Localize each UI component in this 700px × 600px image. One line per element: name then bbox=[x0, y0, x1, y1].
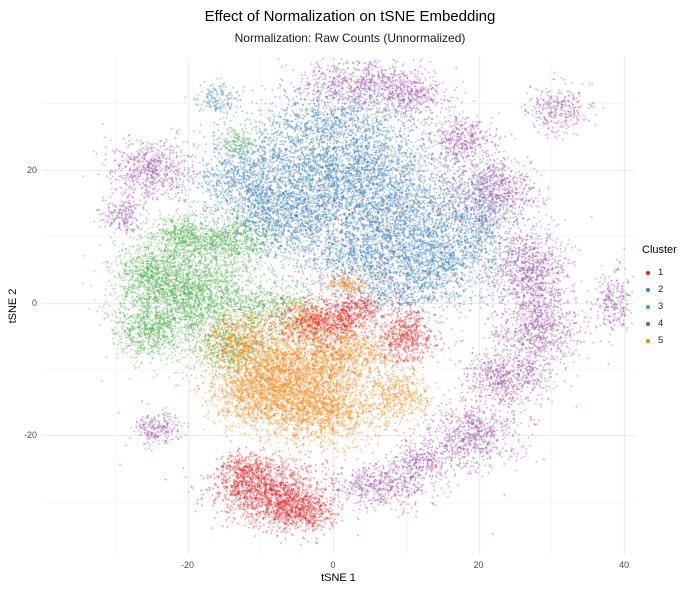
legend-label: 2 bbox=[658, 284, 664, 295]
x-tick-label: 20 bbox=[473, 560, 484, 570]
legend: Cluster 1 2 3 4 5 bbox=[642, 244, 700, 349]
legend-item: 3 bbox=[642, 298, 700, 315]
legend-dot bbox=[646, 321, 650, 326]
x-axis-label: tSNE 1 bbox=[321, 572, 356, 584]
x-tick-label: 0 bbox=[330, 560, 336, 570]
legend-dot bbox=[646, 270, 650, 275]
legend-item: 2 bbox=[642, 281, 700, 298]
y-tick-label: 0 bbox=[31, 297, 37, 308]
chart-subtitle: Normalization: Raw Counts (Unnormalized) bbox=[234, 31, 466, 45]
y-tick-label: -20 bbox=[23, 430, 37, 441]
legend-label: 4 bbox=[658, 318, 664, 329]
scatter-canvas bbox=[42, 58, 635, 555]
legend-items: 1 2 3 4 5 bbox=[642, 264, 700, 349]
y-tick-label: 20 bbox=[26, 164, 37, 175]
legend-item: 1 bbox=[642, 264, 700, 281]
legend-label: 5 bbox=[658, 335, 664, 346]
plot-panel bbox=[42, 58, 635, 555]
legend-title: Cluster bbox=[642, 244, 677, 256]
legend-dot bbox=[646, 287, 650, 292]
x-tick-label: -20 bbox=[181, 560, 195, 570]
chart-title: Effect of Normalization on tSNE Embeddin… bbox=[204, 8, 496, 25]
legend-item: 5 bbox=[642, 332, 700, 349]
legend-label: 1 bbox=[658, 267, 664, 278]
legend-label: 3 bbox=[658, 301, 664, 312]
legend-dot bbox=[646, 304, 650, 309]
legend-dot bbox=[646, 338, 650, 343]
x-tick-label: 40 bbox=[619, 560, 630, 570]
legend-item: 4 bbox=[642, 315, 700, 332]
